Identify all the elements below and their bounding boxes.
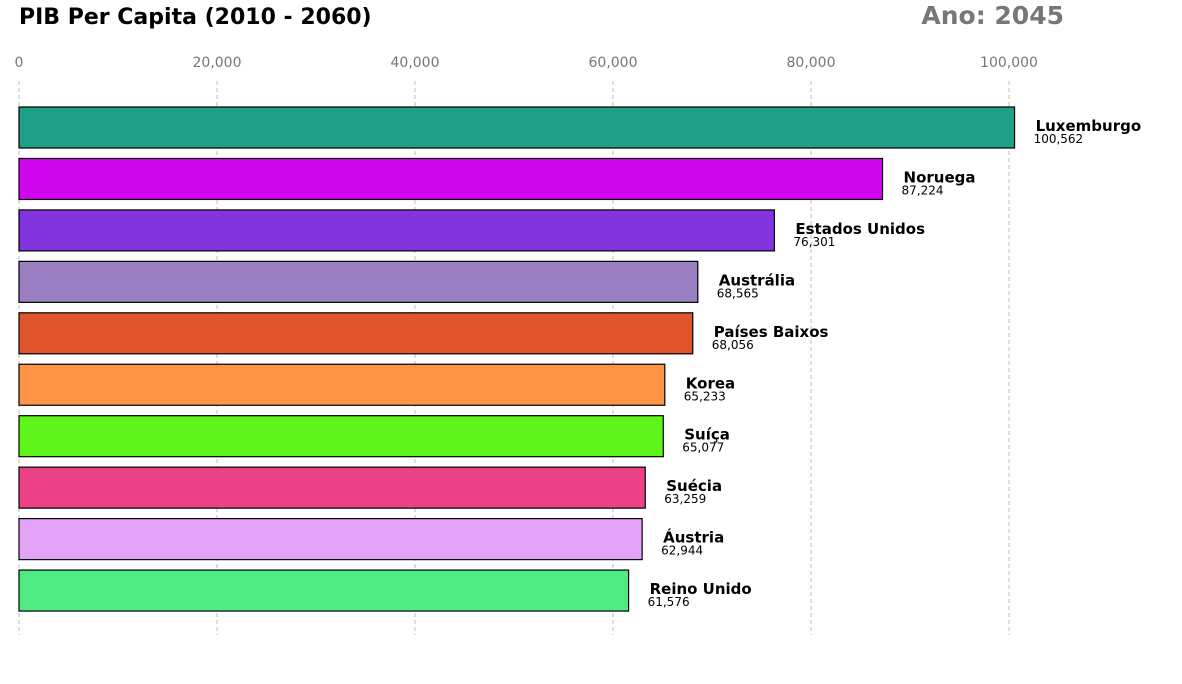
bar-label: Áustria — [663, 528, 724, 547]
value-label: 100,562 — [1034, 132, 1084, 146]
bar-label: Austrália — [719, 271, 795, 289]
x-tick-label: 100,000 — [980, 55, 1038, 71]
bar-label: Korea — [686, 374, 735, 392]
value-label: 65,077 — [682, 441, 724, 455]
value-label: 61,576 — [648, 595, 690, 609]
bar — [18, 106, 1016, 149]
bar — [18, 569, 630, 612]
x-tick-label: 20,000 — [193, 55, 242, 71]
bar — [18, 312, 694, 355]
value-label: 76,301 — [793, 235, 835, 249]
bar-label: Países Baixos — [714, 323, 829, 341]
bar — [18, 466, 646, 509]
bar — [18, 415, 664, 458]
bar-label: Suécia — [666, 477, 722, 495]
chart-title: PIB Per Capita (2010 - 2060) — [19, 5, 372, 30]
year-annotation: Ano: 2045 — [921, 1, 1064, 30]
value-label: 62,944 — [661, 544, 703, 558]
bar — [18, 363, 666, 406]
x-tick-label: 0 — [15, 55, 24, 71]
value-label: 65,233 — [684, 389, 726, 403]
value-label: 68,565 — [717, 286, 759, 300]
bar — [18, 157, 884, 201]
bar — [18, 209, 775, 252]
bar-label: Suíça — [684, 426, 730, 444]
bar — [18, 260, 699, 303]
x-tick-label: 40,000 — [391, 55, 440, 71]
bar-label: Reino Unido — [650, 580, 752, 598]
value-label: 63,259 — [664, 492, 706, 506]
bar-label: Noruega — [904, 168, 976, 186]
x-tick-label: 80,000 — [787, 55, 836, 71]
bar-label: Luxemburgo — [1036, 117, 1142, 135]
value-label: 68,056 — [712, 338, 754, 352]
x-tick-label: 60,000 — [589, 55, 638, 71]
bar — [18, 517, 643, 561]
bar-label: Estados Unidos — [795, 220, 925, 238]
value-label: 87,224 — [902, 183, 944, 197]
